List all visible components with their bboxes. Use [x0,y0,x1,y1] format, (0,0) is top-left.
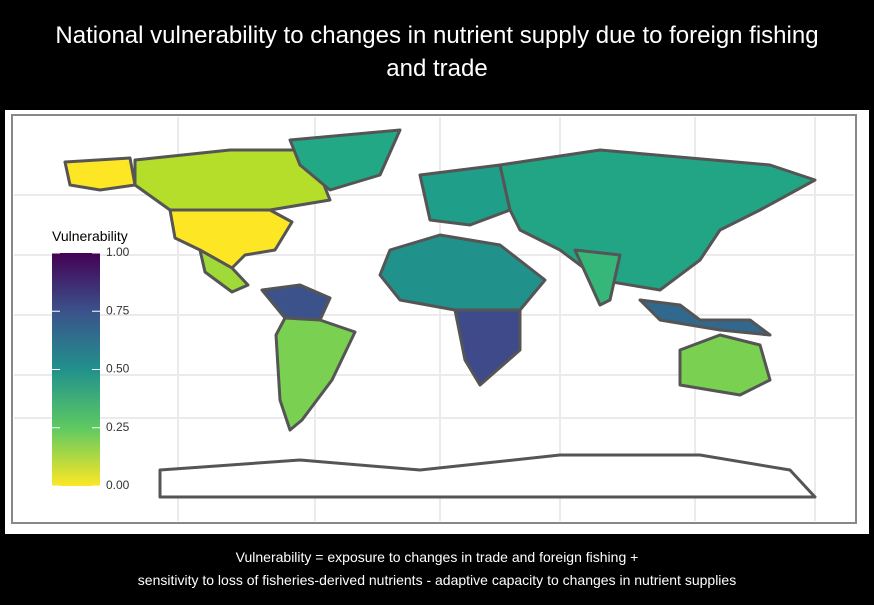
colorbar-tick-label: 0.00 [106,478,130,492]
caption-line: sensitivity to loss of fisheries-derived… [138,572,736,588]
title-line: and trade [386,55,487,82]
caption-line: Vulnerability = exposure to changes in t… [236,549,639,565]
colorbar-tick-label: 0.25 [106,420,130,434]
colorbar-tick-label: 1.00 [106,245,130,259]
colorbar-tick-label: 0.75 [106,303,130,317]
colorbar-tick-label: 0.50 [106,362,130,376]
legend-title: Vulnerability [52,228,128,244]
colorbar-ticks: 0.00 0.25 0.50 0.75 1.00 [52,245,130,492]
title-line: National vulnerability to changes in nut… [55,22,818,49]
countries [63,128,817,499]
